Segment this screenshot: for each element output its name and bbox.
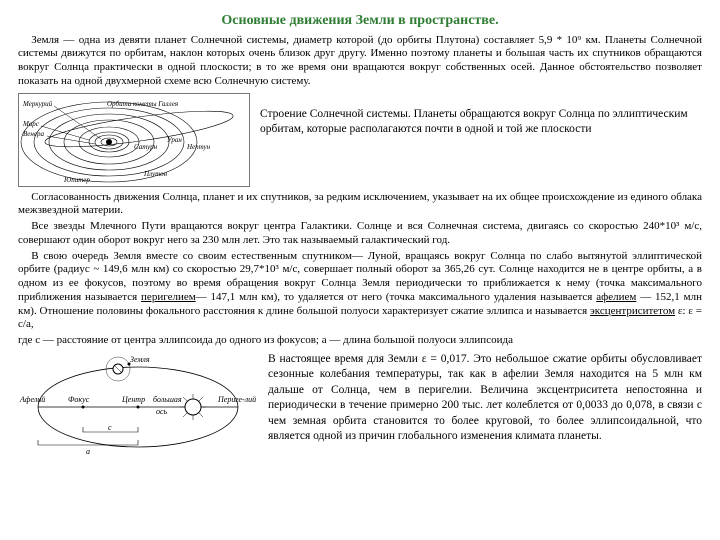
label-axis: ось bbox=[156, 407, 168, 416]
label-aphelion: Афелий bbox=[19, 395, 45, 404]
label-bigaxis: большая bbox=[153, 395, 182, 404]
paragraph-2: Согласованность движения Солнца, планет … bbox=[18, 191, 702, 219]
label-comet: Орбита кометы Галлея bbox=[107, 100, 178, 108]
paragraph-intro: Земля — одна из девяти планет Солнечной … bbox=[18, 34, 702, 89]
term-perigelion: перигелием bbox=[141, 291, 196, 303]
figure-row-1: Меркурий Марс Венера Юпитер Сатурн Уран … bbox=[18, 93, 702, 187]
label-neptune: Нептун bbox=[186, 143, 211, 151]
page-title: Основные движения Земли в пространстве. bbox=[18, 12, 702, 30]
label-saturn: Сатурн bbox=[134, 143, 158, 151]
label-a: а bbox=[86, 447, 90, 456]
paragraph-4: В свою очередь Земля вместе со своим ест… bbox=[18, 250, 702, 333]
label-uranus: Уран bbox=[167, 136, 182, 144]
term-eccentricity: эксцентриситетом bbox=[590, 305, 675, 317]
term-aphelion: афелием bbox=[596, 291, 636, 303]
para4b-text: — 147,1 млн км), то удаляется от него (т… bbox=[196, 291, 597, 303]
label-jupiter: Юпитер bbox=[63, 176, 90, 184]
label-focus: Фокус bbox=[68, 395, 90, 404]
label-c: с bbox=[108, 423, 112, 432]
figure-row-2: Земля Афелий Фокус Центр большая ось Пер… bbox=[18, 352, 702, 462]
label-earth: Земля bbox=[130, 355, 150, 364]
ellipse-orbit-diagram: Земля Афелий Фокус Центр большая ось Пер… bbox=[18, 352, 258, 462]
label-venus: Венера bbox=[23, 130, 44, 138]
label-pluto: Плутон bbox=[143, 170, 168, 178]
paragraph-5: где с — расстояние от центра эллипсоида … bbox=[18, 334, 702, 348]
figure-2-caption: В настоящее время для Земли ε = 0,017. Э… bbox=[268, 352, 702, 445]
solar-system-diagram: Меркурий Марс Венера Юпитер Сатурн Уран … bbox=[18, 93, 250, 187]
paragraph-3: Все звезды Млечного Пути вращаются вокру… bbox=[18, 220, 702, 248]
label-mars: Марс bbox=[22, 120, 40, 128]
label-center: Центр bbox=[121, 395, 145, 404]
para3-text: Все звезды Млечного Пути вращаются вокру… bbox=[18, 220, 702, 246]
figure-1-caption: Строение Солнечной системы. Планеты обра… bbox=[260, 93, 702, 138]
label-perigee: Периге-лий bbox=[217, 395, 256, 404]
label-mercury: Меркурий bbox=[22, 100, 53, 108]
